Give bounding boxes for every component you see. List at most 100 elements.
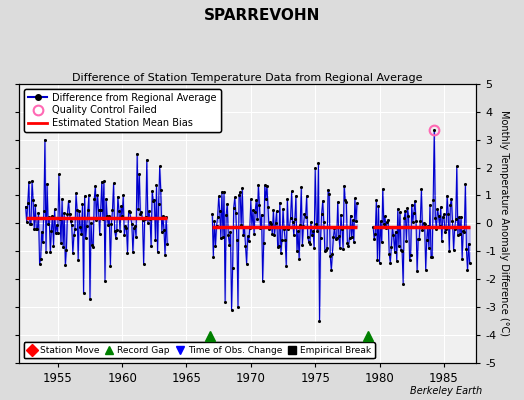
Point: [145, 208, 153, 214]
Point: [323, 244, 331, 251]
Point: [115, 207, 123, 214]
Point: [327, 267, 335, 273]
Point: [79, 290, 88, 296]
Point: [90, 196, 99, 202]
Point: [221, 298, 230, 305]
Point: [424, 245, 433, 252]
Point: [95, 230, 104, 237]
Legend: Station Move, Record Gap, Time of Obs. Change, Empirical Break: Station Move, Record Gap, Time of Obs. C…: [24, 342, 375, 358]
Point: [438, 238, 446, 244]
Point: [209, 254, 217, 260]
Point: [151, 237, 160, 243]
Point: [64, 198, 73, 204]
Point: [337, 212, 345, 218]
Point: [39, 239, 47, 246]
Point: [92, 217, 101, 223]
Point: [75, 208, 83, 214]
Point: [277, 250, 285, 256]
Point: [274, 244, 282, 250]
Point: [328, 251, 336, 257]
Point: [67, 218, 75, 224]
Point: [99, 216, 107, 222]
Point: [442, 225, 450, 232]
Point: [47, 228, 56, 234]
Point: [228, 265, 237, 272]
Point: [369, 224, 377, 230]
Point: [382, 224, 390, 231]
Point: [375, 260, 384, 266]
Point: [278, 237, 286, 243]
Point: [123, 250, 132, 256]
Point: [294, 228, 302, 234]
Point: [319, 198, 327, 204]
Point: [276, 199, 284, 206]
Point: [252, 197, 260, 204]
Point: [91, 183, 100, 189]
Point: [444, 210, 452, 217]
Point: [341, 197, 350, 204]
Point: [54, 171, 63, 178]
Point: [394, 206, 402, 212]
Point: [63, 210, 72, 217]
Point: [272, 208, 281, 214]
Text: SPARREVOHN: SPARREVOHN: [204, 8, 320, 23]
Point: [418, 227, 427, 233]
Point: [214, 193, 223, 200]
Point: [102, 196, 110, 202]
Text: Berkeley Earth: Berkeley Earth: [410, 386, 482, 396]
Point: [139, 261, 148, 267]
Point: [246, 225, 254, 232]
Point: [435, 223, 444, 230]
Point: [72, 190, 80, 196]
Point: [160, 227, 168, 234]
Point: [448, 218, 456, 224]
Point: [83, 222, 91, 229]
Point: [250, 230, 258, 237]
Point: [100, 178, 108, 184]
Point: [119, 192, 127, 198]
Point: [149, 197, 157, 204]
Point: [111, 228, 119, 234]
Point: [413, 268, 421, 274]
Point: [353, 200, 361, 206]
Point: [26, 221, 34, 227]
Point: [338, 226, 346, 232]
Point: [381, 213, 389, 220]
Point: [299, 223, 308, 229]
Point: [134, 206, 143, 212]
Point: [107, 220, 116, 227]
Point: [399, 280, 407, 287]
Point: [210, 218, 219, 224]
Point: [410, 210, 418, 216]
Point: [312, 220, 321, 227]
Point: [374, 202, 383, 209]
Point: [237, 222, 245, 229]
Point: [280, 226, 288, 232]
Point: [120, 232, 128, 238]
Point: [464, 240, 473, 247]
Point: [76, 224, 84, 231]
Point: [439, 214, 447, 221]
Point: [88, 242, 96, 248]
Point: [423, 223, 432, 229]
Point: [298, 242, 307, 248]
Point: [307, 219, 315, 226]
Point: [121, 223, 129, 229]
Point: [97, 179, 106, 185]
Point: [443, 192, 451, 199]
Point: [220, 189, 228, 195]
Point: [87, 220, 95, 226]
Point: [433, 205, 442, 212]
Point: [320, 218, 328, 225]
Point: [136, 211, 145, 218]
Point: [251, 208, 259, 215]
Point: [330, 225, 339, 231]
Point: [376, 218, 385, 224]
Point: [428, 254, 436, 261]
Point: [398, 248, 406, 254]
Point: [309, 228, 317, 234]
Point: [239, 232, 247, 239]
Point: [58, 196, 66, 202]
Point: [403, 205, 412, 211]
Point: [44, 220, 52, 227]
